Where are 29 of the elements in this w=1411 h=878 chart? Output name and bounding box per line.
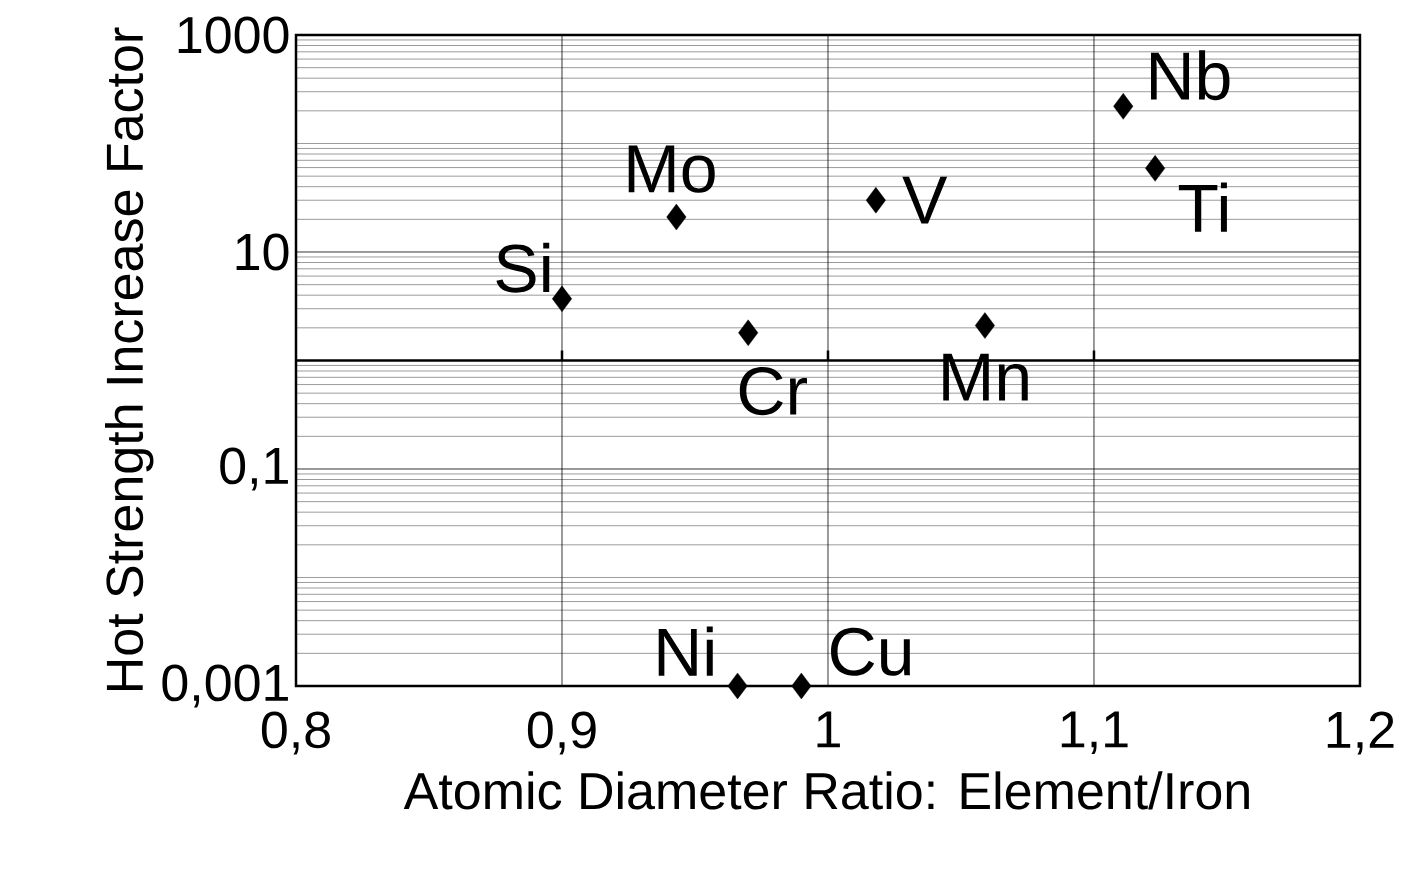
y-tick-label: 1000 <box>178 16 289 54</box>
annotation: Ti <box>1178 182 1227 232</box>
x-tick-label: 1,2 <box>1327 711 1394 755</box>
point <box>865 187 886 214</box>
x-tick-label: 0,8 <box>261 711 330 755</box>
annotation: Cu <box>831 627 910 676</box>
annotation: Si <box>496 242 550 293</box>
x-tick-label: 1 <box>817 711 840 748</box>
point <box>666 203 687 231</box>
point <box>738 319 759 346</box>
x-tick-label: 0,9 <box>527 711 596 755</box>
point <box>727 672 748 700</box>
point <box>974 312 995 339</box>
annotation: Mn <box>943 353 1028 401</box>
annotation: Nb <box>1151 50 1230 101</box>
x-axis-title: Atomic Diameter Ratio: Element/Iron <box>403 771 1249 810</box>
annotation: Ni <box>658 626 713 676</box>
y-tick-label: 0,1 <box>220 447 288 491</box>
annotation: V <box>902 176 948 224</box>
x-tick-label: 1,1 <box>1061 711 1128 754</box>
annotation: Mo <box>628 145 715 193</box>
annotation: Cr <box>739 366 807 416</box>
y-tick-label: 10 <box>236 233 289 271</box>
y-axis-title: Hot Strength Increase Factor <box>105 27 154 691</box>
point <box>1113 93 1134 120</box>
y-tick-label: 0,001 <box>162 664 288 708</box>
point <box>1145 155 1166 182</box>
point <box>791 672 812 700</box>
point <box>552 285 572 313</box>
